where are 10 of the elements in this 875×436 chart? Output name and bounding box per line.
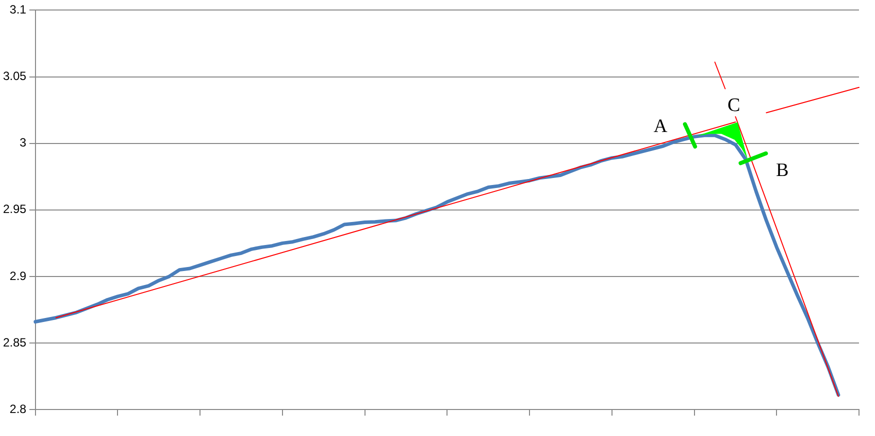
y-tick-label: 2.95 [2, 202, 27, 216]
y-tick-label: 3.05 [2, 69, 27, 84]
y-tick-label: 2.85 [2, 335, 27, 350]
y-tick-label: 3 [20, 136, 27, 150]
y-tick-label: 2.8 [10, 402, 27, 416]
annotation: C [727, 94, 740, 116]
annotation: B [776, 160, 789, 182]
y-tick-label: 3.1 [10, 2, 27, 17]
y-tick-label: 2.9 [10, 268, 27, 283]
annotation: A [654, 116, 668, 138]
